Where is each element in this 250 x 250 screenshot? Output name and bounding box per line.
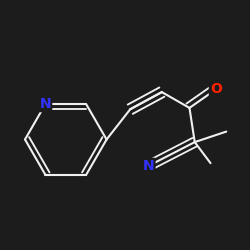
- Text: N: N: [143, 159, 154, 173]
- Text: O: O: [210, 82, 222, 96]
- Text: N: N: [40, 97, 51, 111]
